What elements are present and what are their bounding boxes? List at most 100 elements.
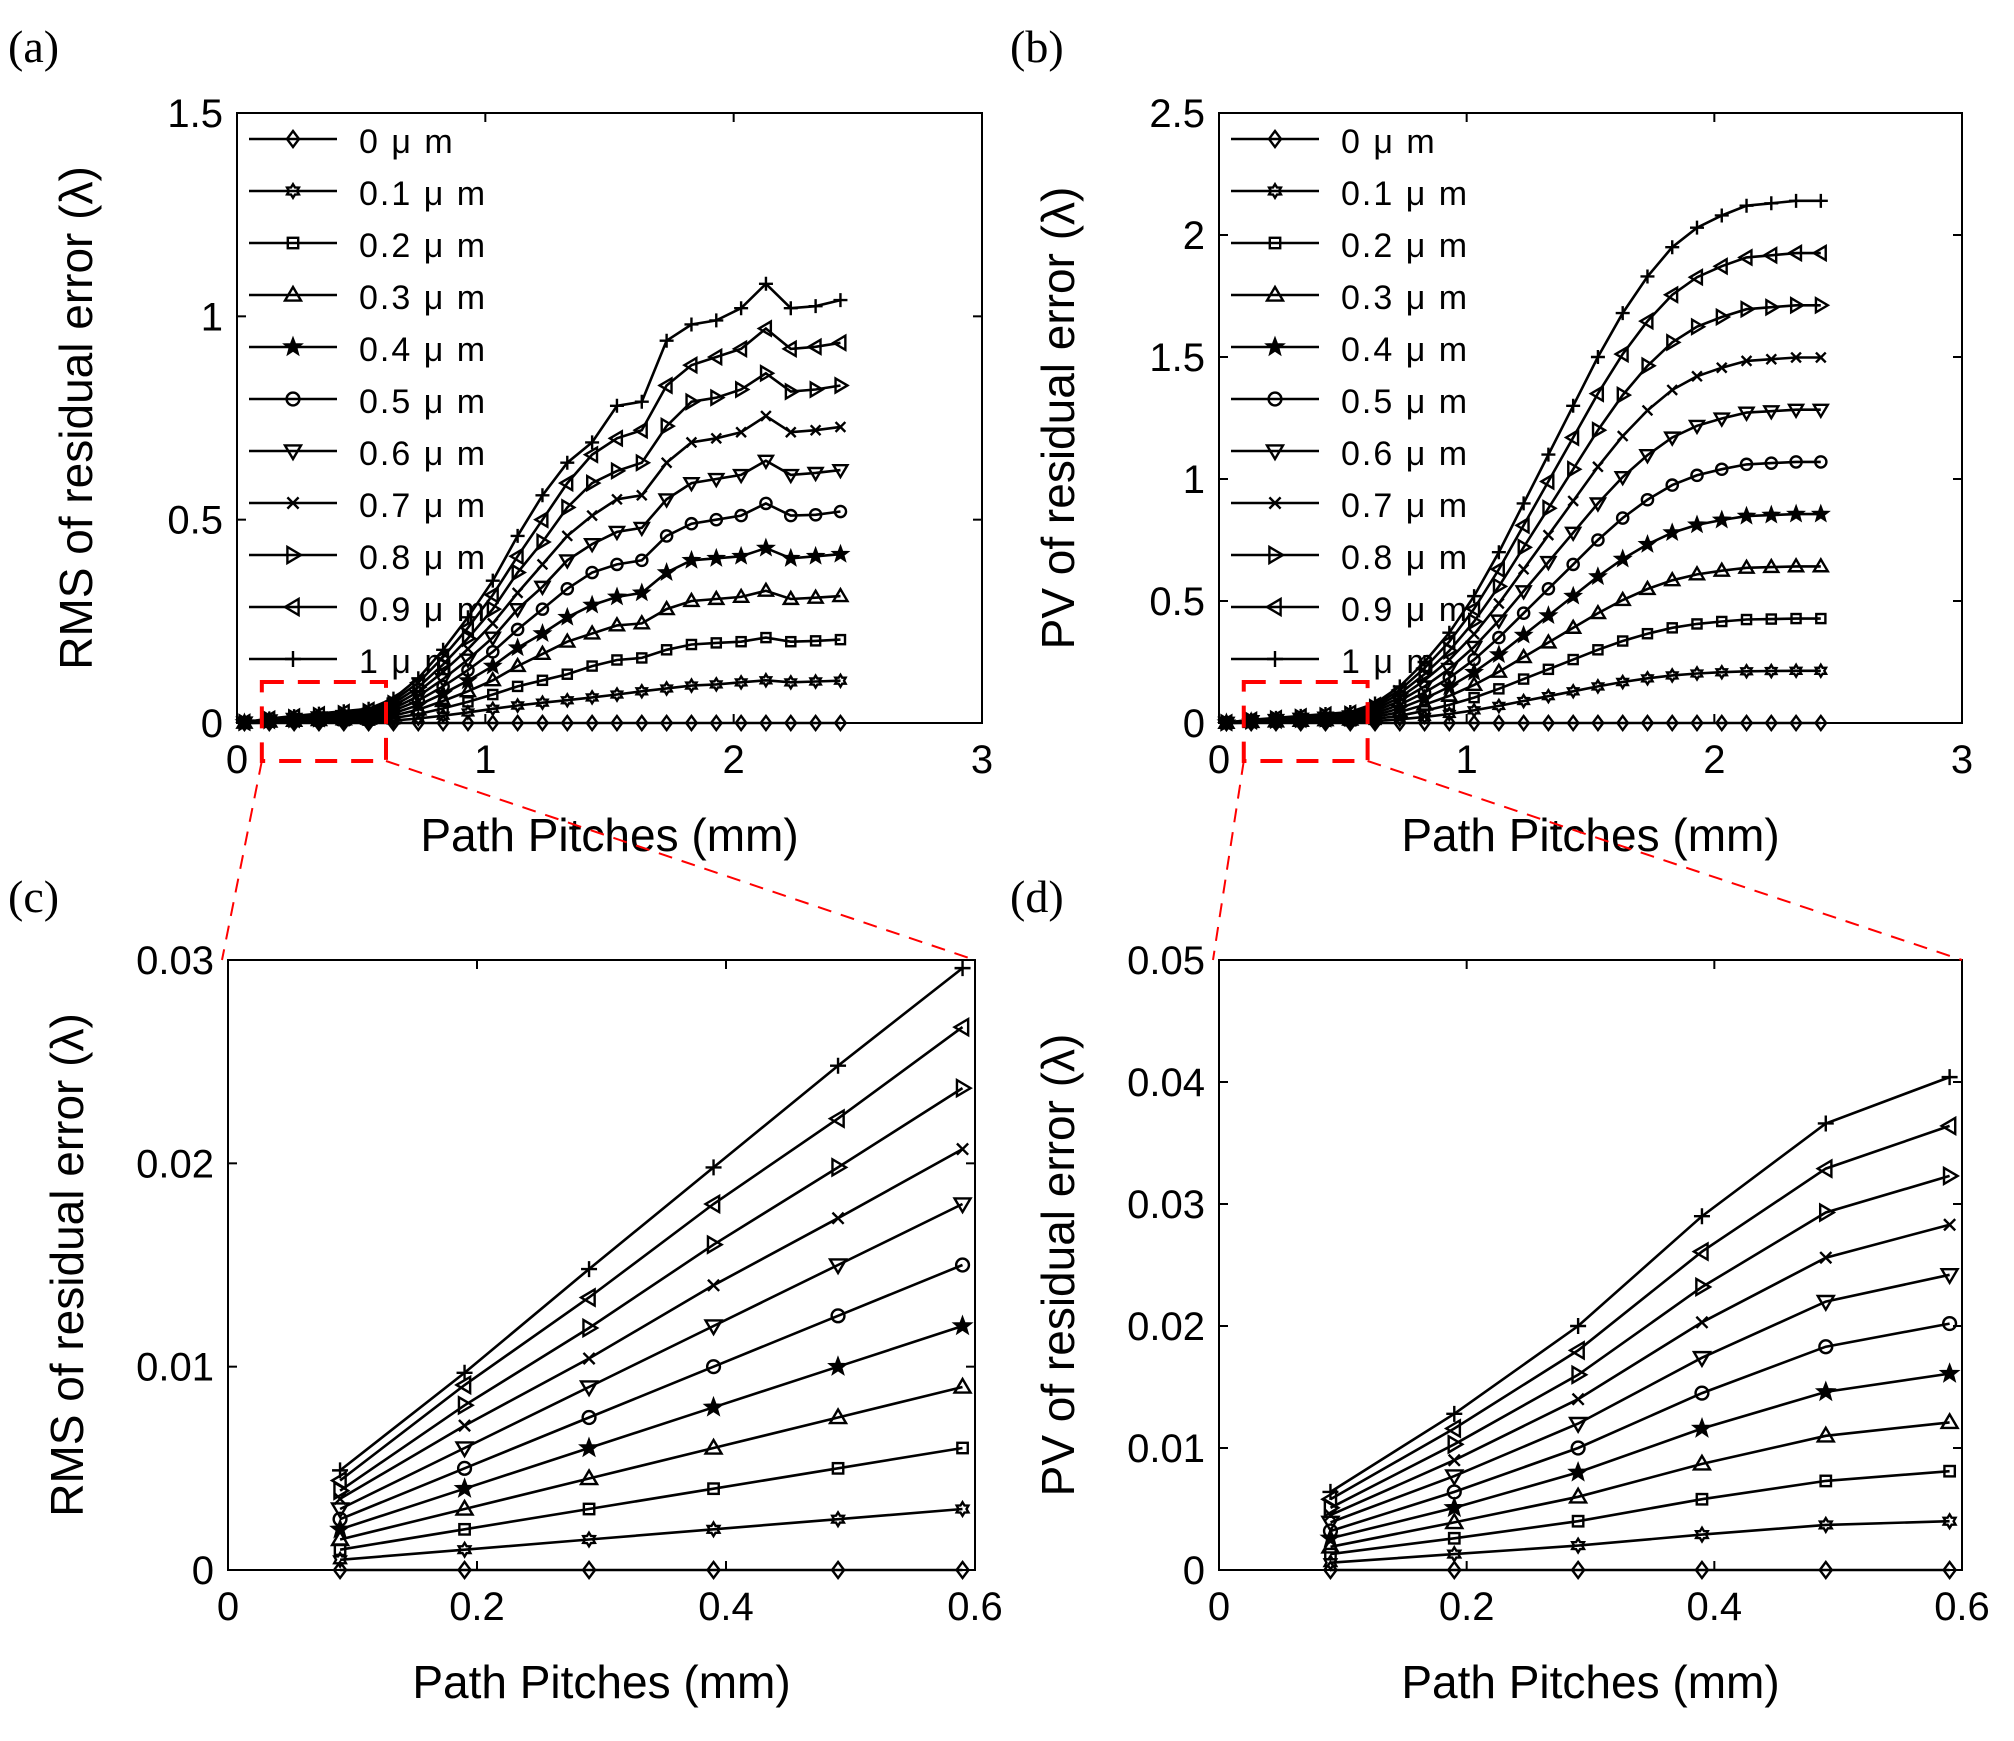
data-point bbox=[632, 421, 648, 440]
data-point bbox=[1662, 522, 1683, 542]
legend-marker bbox=[1268, 544, 1286, 566]
data-point bbox=[511, 680, 524, 693]
data-point bbox=[607, 429, 624, 448]
data-point bbox=[1571, 1364, 1589, 1385]
legend-label: 1 μ m bbox=[1341, 643, 1437, 681]
data-point bbox=[834, 633, 847, 646]
data-point bbox=[1814, 296, 1831, 315]
data-point bbox=[1563, 428, 1580, 447]
data-point bbox=[656, 561, 677, 581]
data-point bbox=[808, 299, 823, 314]
x-tick-label-b: 0 bbox=[1208, 738, 1230, 782]
data-point bbox=[1739, 714, 1754, 732]
data-point bbox=[1516, 606, 1531, 621]
data-point bbox=[1695, 1315, 1709, 1329]
data-point bbox=[1714, 208, 1729, 223]
data-point bbox=[1566, 398, 1581, 413]
data-point bbox=[780, 547, 801, 567]
legend-b: 0 μ m 0.1 μ m 0.2 μ m 0.3 μ m 0.4 μ m 0.5 μ m… bbox=[1231, 123, 1469, 681]
data-point bbox=[731, 545, 752, 565]
data-point bbox=[586, 473, 602, 493]
data-point bbox=[262, 711, 277, 726]
data-point bbox=[1615, 673, 1630, 691]
series-line bbox=[1330, 1519, 1950, 1564]
data-point bbox=[1765, 613, 1778, 625]
data-point bbox=[581, 1261, 598, 1278]
x-tick-label-d: 0.2 bbox=[1439, 1585, 1495, 1629]
data-point bbox=[636, 652, 648, 664]
zoom-indicator-a bbox=[221, 680, 976, 961]
data-point bbox=[533, 580, 552, 597]
data-point bbox=[732, 587, 751, 604]
legend-label: 0.1 μ m bbox=[1341, 175, 1469, 213]
data-point bbox=[1638, 579, 1657, 596]
x-axis-label-b: Path Pitches (mm) bbox=[1401, 809, 1779, 861]
x-tick-label-a: 3 bbox=[971, 738, 993, 782]
data-point bbox=[685, 392, 701, 411]
data-point bbox=[436, 714, 450, 732]
data-point bbox=[1712, 257, 1728, 276]
data-point bbox=[1417, 655, 1432, 669]
data-point bbox=[954, 960, 971, 977]
data-point bbox=[707, 472, 726, 489]
data-point bbox=[660, 456, 673, 469]
series-line bbox=[339, 967, 964, 1472]
legend-label: 0.7 μ m bbox=[359, 487, 487, 525]
data-point bbox=[458, 1522, 471, 1536]
data-point bbox=[609, 686, 625, 703]
data-point bbox=[610, 461, 627, 480]
data-point bbox=[560, 714, 575, 732]
x-tick-label-b: 2 bbox=[1703, 738, 1725, 782]
data-point bbox=[1492, 577, 1509, 596]
data-point bbox=[1641, 627, 1654, 640]
data-point bbox=[1737, 248, 1753, 267]
data-point bbox=[1811, 556, 1830, 573]
data-point bbox=[453, 1477, 476, 1498]
data-point bbox=[659, 714, 674, 732]
data-point bbox=[460, 704, 476, 721]
data-point bbox=[1541, 714, 1556, 732]
data-point bbox=[329, 1502, 351, 1520]
data-point bbox=[1640, 269, 1655, 284]
data-point bbox=[461, 714, 475, 732]
data-point bbox=[1565, 682, 1581, 700]
axes-box-b bbox=[1218, 112, 1963, 724]
legend-marker bbox=[1264, 596, 1282, 618]
data-point bbox=[735, 426, 747, 438]
data-point bbox=[1662, 285, 1679, 304]
data-point bbox=[487, 688, 499, 701]
data-point bbox=[1666, 384, 1678, 396]
y-tick-label-a: 1 bbox=[201, 295, 223, 339]
data-point bbox=[332, 1560, 348, 1580]
data-point bbox=[1761, 246, 1778, 265]
data-point bbox=[781, 468, 800, 485]
data-point bbox=[1442, 671, 1457, 685]
data-point bbox=[707, 1482, 720, 1496]
data-point bbox=[1815, 351, 1827, 364]
data-point bbox=[607, 525, 627, 542]
data-point bbox=[1489, 614, 1508, 630]
y-axis-label-c: RMS of residual error (λ) bbox=[41, 1013, 93, 1517]
series-a-5 bbox=[237, 496, 848, 730]
data-point bbox=[756, 319, 773, 338]
data-point bbox=[1663, 570, 1682, 587]
data-point bbox=[831, 333, 847, 352]
data-point bbox=[582, 445, 599, 464]
data-point bbox=[1322, 1523, 1339, 1539]
legend-marker bbox=[1264, 284, 1286, 302]
data-point bbox=[710, 432, 723, 445]
legend-marker bbox=[1267, 651, 1283, 667]
data-point bbox=[583, 624, 602, 640]
legend-marker bbox=[282, 444, 304, 462]
data-point bbox=[681, 549, 702, 569]
data-point bbox=[1813, 193, 1828, 208]
data-point bbox=[1615, 511, 1630, 525]
data-point bbox=[585, 435, 600, 450]
data-point bbox=[1939, 1412, 1960, 1430]
data-point bbox=[1691, 1350, 1713, 1369]
data-point bbox=[1447, 1531, 1461, 1545]
data-point bbox=[1464, 640, 1484, 657]
data-point bbox=[1513, 624, 1534, 644]
data-point bbox=[1712, 412, 1731, 428]
